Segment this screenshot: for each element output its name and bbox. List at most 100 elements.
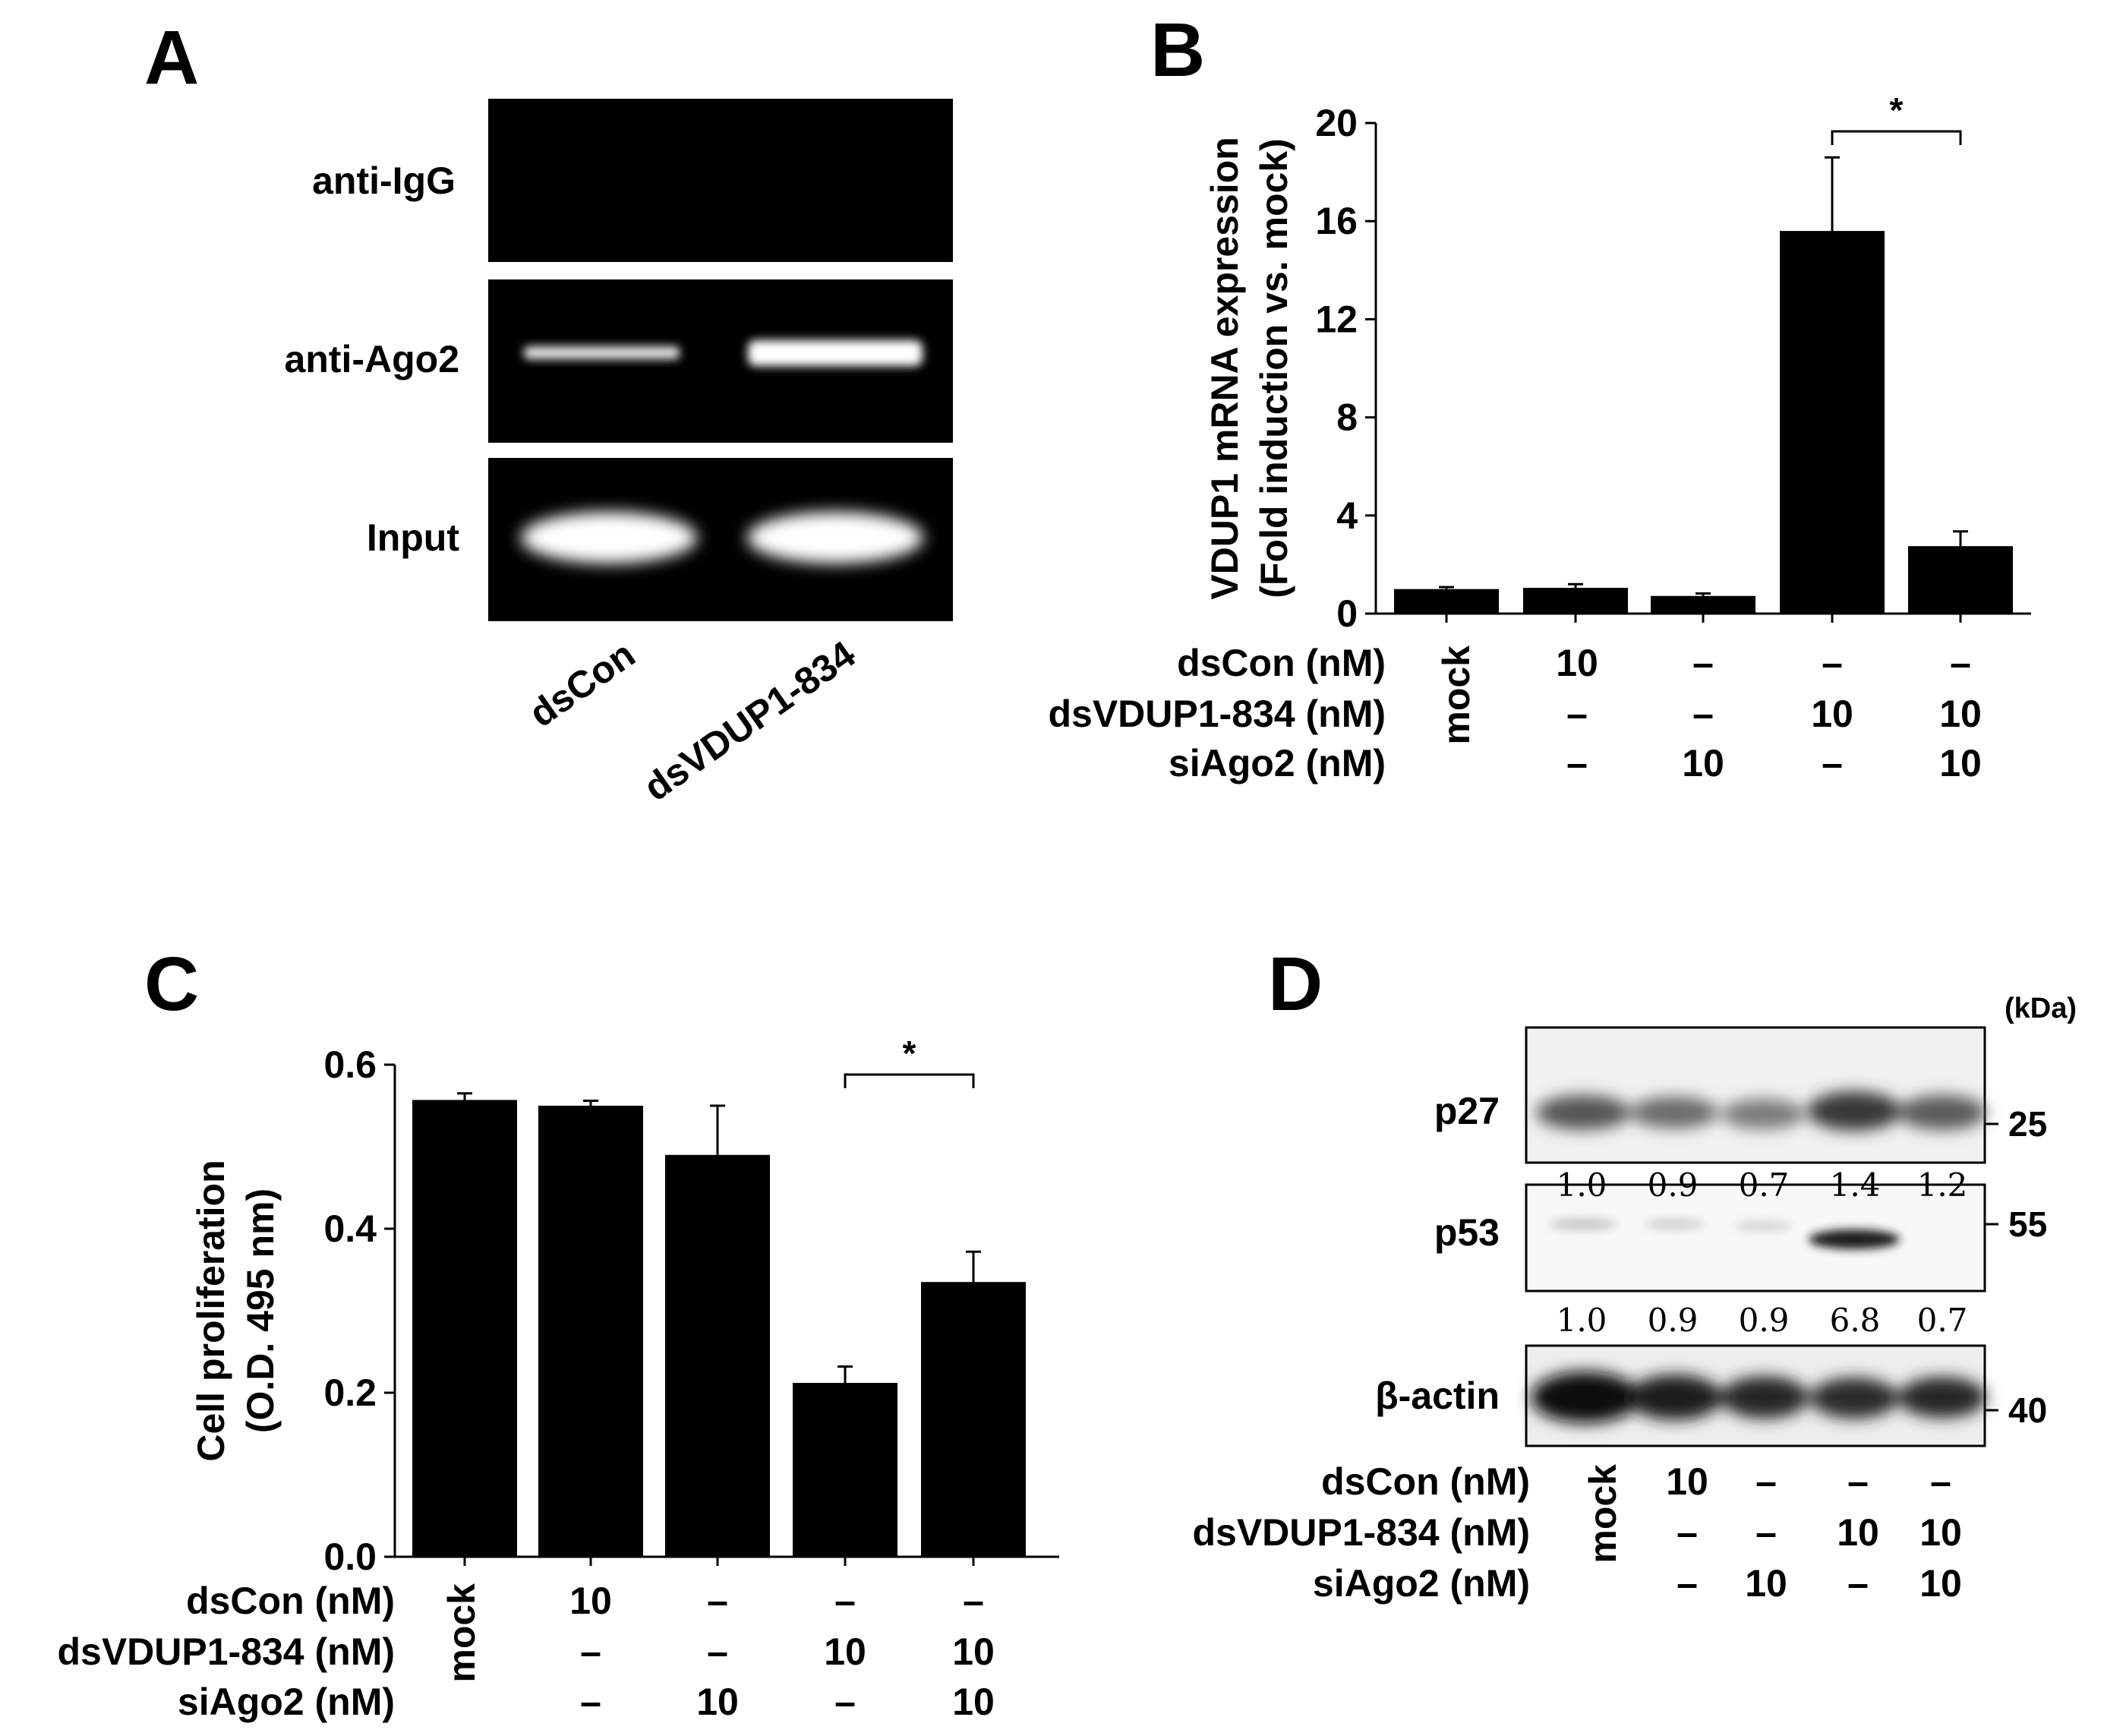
- bar: [793, 1383, 897, 1557]
- bar: [1908, 546, 2013, 614]
- treatment-table-c: dsCon (nM) dsVDUP1-834 (nM) siAgo2 (nM) moc…: [57, 1580, 994, 1723]
- y-axis-title: (O.D. 495 nm): [239, 1188, 282, 1433]
- marker-label-55: 55: [2008, 1204, 2047, 1244]
- treatment-cell: 10: [1682, 742, 1724, 784]
- treatment-cell: –: [834, 1681, 856, 1723]
- panel-a-letter: A: [144, 15, 199, 100]
- treatment-cell: –: [1566, 742, 1588, 784]
- treatment-row-label: dsVDUP1-834 (nM): [57, 1630, 395, 1673]
- treatment-row-label: dsVDUP1-834 (nM): [1192, 1511, 1530, 1554]
- y-axis-title: Cell proliferation: [190, 1160, 232, 1461]
- y-tick-label: 16: [1315, 200, 1358, 242]
- y-axis-title: VDUP1 mRNA expression: [1203, 137, 1246, 599]
- treatment-cell: 10: [1919, 1562, 1962, 1605]
- treatment-cell: 10: [1919, 1511, 1962, 1554]
- bar: [665, 1154, 770, 1557]
- treatment-cell: 10: [1939, 693, 1982, 735]
- blot-quant-value: 6.8: [1830, 1302, 1881, 1339]
- treatment-cell: –: [963, 1580, 984, 1622]
- blot-quant-value: 1.0: [1557, 1302, 1607, 1339]
- treatment-mock-label: mock: [1582, 1464, 1624, 1564]
- y-tick-label: 0.2: [323, 1371, 377, 1414]
- y-tick-label: 0.4: [323, 1207, 377, 1250]
- treatment-cell: –: [1692, 642, 1714, 684]
- treatment-cell: 10: [1745, 1562, 1787, 1605]
- blot-label-beta-actin: β-actin: [1375, 1375, 1500, 1417]
- treatment-cell: 10: [824, 1630, 866, 1673]
- blot-quant-value: 0.9: [1648, 1166, 1699, 1204]
- treatment-cell: –: [1755, 1511, 1777, 1554]
- treatment-cell: 10: [1666, 1460, 1708, 1503]
- gel-lane-label-dscon: dsCon: [522, 633, 643, 735]
- gel-lane-label-dsvdup1: dsVDUP1-834: [636, 633, 863, 809]
- kda-unit-label: (kDa): [2005, 993, 2077, 1024]
- marker-label-40: 40: [2008, 1390, 2047, 1430]
- treatment-table-d: dsCon (nM) dsVDUP1-834 (nM) siAgo2 (nM) moc…: [1192, 1460, 1961, 1605]
- blot-bands-beta-actin: [1531, 1371, 1986, 1423]
- bar: [1523, 588, 1628, 614]
- treatment-row-label: siAgo2 (nM): [1313, 1562, 1530, 1605]
- gel-row-label-anti-ago2: anti-Ago2: [284, 338, 459, 380]
- gel-band-input-dsvdup1: [747, 512, 923, 563]
- significance-bracket: [1831, 130, 1962, 145]
- y-tick-label: 12: [1315, 298, 1358, 340]
- blot-bands-p53: [1549, 1218, 1900, 1249]
- treatment-cell: 10: [1811, 693, 1853, 735]
- treatment-cell: 10: [1939, 742, 1982, 784]
- y-axis-title: (Fold induction vs. mock): [1253, 138, 1295, 598]
- bar: [1780, 231, 1885, 614]
- treatment-row-label: dsVDUP1-834 (nM): [1048, 693, 1386, 735]
- treatment-row-label: siAgo2 (nM): [1169, 742, 1386, 784]
- treatment-cell: 10: [1556, 642, 1598, 684]
- treatment-cell: –: [1950, 642, 1971, 684]
- treatment-cell: –: [580, 1681, 601, 1723]
- gel-strip-anti-igg: [488, 99, 953, 262]
- treatment-cell: 10: [952, 1681, 995, 1723]
- y-tick-label: 0.6: [323, 1043, 377, 1086]
- significance-bracket: [844, 1073, 975, 1088]
- y-tick-label: 8: [1336, 396, 1358, 439]
- gel-row-label-input: Input: [367, 516, 460, 559]
- treatment-cell: –: [707, 1630, 728, 1673]
- treatment-cell: –: [1566, 693, 1588, 735]
- bar: [921, 1282, 1026, 1557]
- treatment-cell: 10: [696, 1681, 739, 1723]
- y-tick-label: 20: [1315, 102, 1358, 144]
- treatment-cell: –: [1822, 642, 1843, 684]
- treatment-row-label: dsCon (nM): [1321, 1460, 1530, 1503]
- treatment-cell: 10: [952, 1630, 995, 1673]
- treatment-cell: –: [1692, 693, 1714, 735]
- treatment-row-label: siAgo2 (nM): [178, 1681, 395, 1723]
- blot-frame-p27: [1525, 1026, 1986, 1164]
- treatment-cell: –: [1930, 1460, 1951, 1503]
- bar: [1651, 595, 1755, 614]
- marker-label-25: 25: [2008, 1104, 2047, 1144]
- blot-quant-value: 0.9: [1739, 1302, 1790, 1339]
- significance-star: *: [1890, 90, 1904, 130]
- treatment-cell: –: [1677, 1511, 1698, 1554]
- gel-band-ago2-dsvdup1: [748, 340, 923, 366]
- treatment-cell: 10: [1837, 1511, 1879, 1554]
- bar: [1394, 589, 1499, 614]
- bar: [538, 1106, 643, 1557]
- treatment-cell: –: [1847, 1562, 1869, 1605]
- panel-c-letter: C: [144, 942, 199, 1027]
- chart-b: 0 4 8 12 16 20 * VDUP1 mRNA expression (Fold ind…: [1203, 90, 2031, 635]
- significance-star: *: [903, 1034, 916, 1073]
- y-tick-label: 4: [1336, 494, 1358, 537]
- blot-quant-value: 1.4: [1830, 1166, 1881, 1204]
- y-tick-label: 0: [1336, 592, 1358, 635]
- treatment-mock-label: mock: [1435, 645, 1478, 745]
- blot-quant-value: 0.9: [1648, 1302, 1699, 1339]
- chart-c: 0.0 0.2 0.4 0.6 * Cell proliferation (O.D. 495…: [190, 1034, 1059, 1578]
- treatment-cell: –: [834, 1580, 856, 1622]
- treatment-cell: –: [1677, 1562, 1698, 1605]
- blot-quant-values: 1.0 0.9 0.7 1.4 1.2 1.0 0.9 0.9 6.8 0.7: [1557, 1166, 1968, 1339]
- panel-d-blots: 25 p27 55 p53 40 β-actin: [1375, 1026, 2047, 1447]
- treatment-cell: –: [1755, 1460, 1777, 1503]
- y-tick-label: 0.0: [323, 1536, 377, 1578]
- treatment-row-label: dsCon (nM): [186, 1580, 395, 1622]
- treatment-cell: 10: [569, 1580, 612, 1622]
- blot-quant-value: 1.2: [1917, 1166, 1968, 1204]
